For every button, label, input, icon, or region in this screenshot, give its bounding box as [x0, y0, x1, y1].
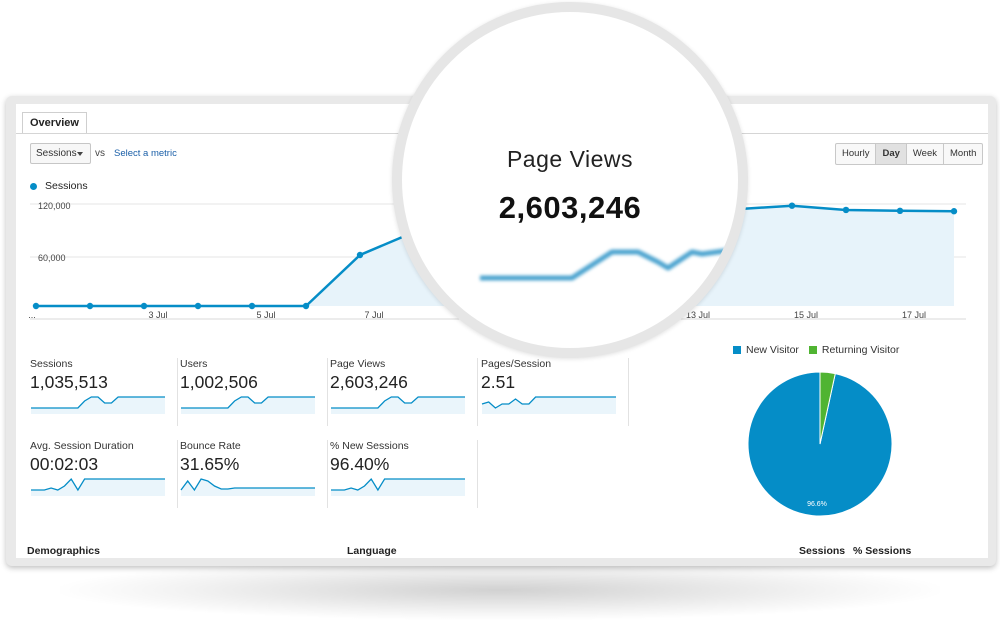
metric-dropdown-value: Sessions — [36, 148, 77, 159]
caret-down-icon — [77, 152, 83, 156]
pie-slice-label: 96.6% — [807, 501, 827, 508]
sparkline-area — [31, 397, 165, 414]
metric-value: 1,002,506 — [180, 372, 258, 392]
metric-label: Avg. Session Duration — [30, 440, 134, 452]
metric-card-avg-session-duration[interactable]: Avg. Session Duration 00:02:03 — [30, 440, 178, 508]
legend-label: New Visitor — [746, 344, 799, 356]
drop-shadow — [60, 560, 940, 620]
x-tick-label: 15 Jul — [794, 310, 818, 320]
month-button[interactable]: Month — [943, 143, 984, 165]
vs-label: vs — [95, 148, 105, 159]
data-point[interactable] — [842, 206, 850, 214]
metric-dropdown[interactable]: Sessions — [30, 143, 91, 164]
metric-label: Users — [180, 358, 208, 370]
x-tick-label: 7 Jul — [364, 310, 383, 320]
data-point[interactable] — [788, 202, 796, 209]
pie-slice[interactable] — [819, 371, 836, 445]
sparkline-area — [181, 397, 315, 414]
x-tick-label: 13 Jul — [686, 310, 710, 320]
metric-card-page-views[interactable]: Page Views 2,603,246 — [330, 358, 478, 426]
data-point[interactable] — [86, 302, 94, 310]
language-heading: Language — [347, 545, 397, 557]
granularity-toggle: Hourly Day Week Month — [835, 143, 984, 165]
sparkline — [31, 477, 165, 496]
metric-label: Pages/Session — [481, 358, 552, 370]
x-tick-label: 5 Jul — [256, 310, 275, 320]
select-metric-link[interactable]: Select a metric — [114, 148, 177, 159]
visitor-pie-chart: 96.6% — [747, 371, 893, 517]
sparkline-line — [181, 396, 315, 409]
magnified-sparkline — [480, 247, 733, 281]
magnifier-value: 2,603,246 — [498, 190, 642, 225]
metric-card-new-sessions[interactable]: % New Sessions 96.40% — [330, 440, 478, 508]
legend-label: Sessions — [45, 180, 88, 192]
legend-swatch — [733, 346, 741, 354]
metric-value: 1,035,513 — [30, 372, 108, 392]
week-button[interactable]: Week — [905, 143, 945, 165]
pie-legend: New Visitor Returning Visitor — [733, 344, 909, 356]
metric-card-users[interactable]: Users 1,002,506 — [180, 358, 328, 426]
sparkline-line — [31, 396, 165, 409]
metric-value: 00:02:03 — [30, 454, 99, 474]
pie-legend-returning-visitor[interactable]: Returning Visitor — [808, 344, 900, 356]
metric-label: % New Sessions — [330, 440, 409, 452]
legend-swatch — [808, 346, 817, 354]
sparkline-area — [482, 397, 616, 414]
magnifier-callout: Page Views 2,603,246 — [392, 2, 748, 358]
data-point[interactable] — [356, 251, 364, 259]
sparkline-line — [481, 396, 616, 409]
sparkline-area — [331, 479, 465, 496]
x-tick-label: ... — [28, 310, 36, 320]
sparkline-line — [31, 477, 165, 492]
sparkline-area — [31, 479, 165, 496]
data-point[interactable] — [896, 207, 904, 214]
data-point[interactable] — [950, 208, 958, 215]
sparkline — [481, 396, 616, 414]
legend-dot-icon — [30, 182, 37, 190]
metric-card-sessions[interactable]: Sessions 1,035,513 — [30, 358, 178, 426]
hourly-button[interactable]: Hourly — [835, 143, 877, 165]
data-point[interactable] — [248, 302, 256, 310]
data-point[interactable] — [140, 302, 148, 310]
sparkline — [31, 396, 165, 414]
metric-card-pages-per-session[interactable]: Pages/Session 2.51 — [481, 358, 629, 426]
sparkline-line — [180, 478, 315, 492]
sparkline-line — [331, 477, 465, 492]
metric-card-bounce-rate[interactable]: Bounce Rate 31.65% — [180, 440, 328, 508]
sparkline — [181, 396, 315, 414]
sparkline — [180, 478, 315, 496]
chart-legend[interactable]: Sessions — [30, 180, 88, 192]
metric-label: Page Views — [330, 358, 386, 370]
y-tick-label: 120,000 — [38, 201, 71, 211]
magnified-sparkline-line — [480, 247, 733, 281]
y-tick-label: 60,000 — [38, 253, 66, 263]
sparkline — [331, 396, 465, 414]
x-tick-label: 3 Jul — [148, 310, 167, 320]
pct-sessions-column-header: % Sessions — [853, 545, 912, 557]
metric-value: 31.65% — [180, 454, 240, 474]
data-point[interactable] — [32, 302, 40, 310]
sparkline — [331, 477, 465, 496]
metric-value: 96.40% — [330, 454, 390, 474]
metric-value: 2.51 — [481, 372, 516, 392]
sparkline-area — [331, 397, 465, 414]
tab-overview[interactable]: Overview — [22, 112, 87, 134]
demographics-heading: Demographics — [27, 545, 100, 557]
x-tick-label: 17 Jul — [902, 310, 926, 320]
sparkline-area — [181, 479, 315, 496]
metric-value: 2,603,246 — [330, 372, 408, 392]
sessions-column-header: Sessions — [799, 545, 846, 557]
data-point[interactable] — [302, 302, 310, 310]
pie-legend-new-visitor[interactable]: New Visitor — [733, 344, 799, 356]
sparkline-line — [331, 396, 465, 409]
data-point[interactable] — [194, 302, 202, 310]
legend-label: Returning Visitor — [821, 344, 900, 356]
metric-label: Bounce Rate — [180, 440, 241, 452]
metric-label: Sessions — [30, 358, 73, 370]
magnifier-title: Page Views — [506, 146, 634, 172]
